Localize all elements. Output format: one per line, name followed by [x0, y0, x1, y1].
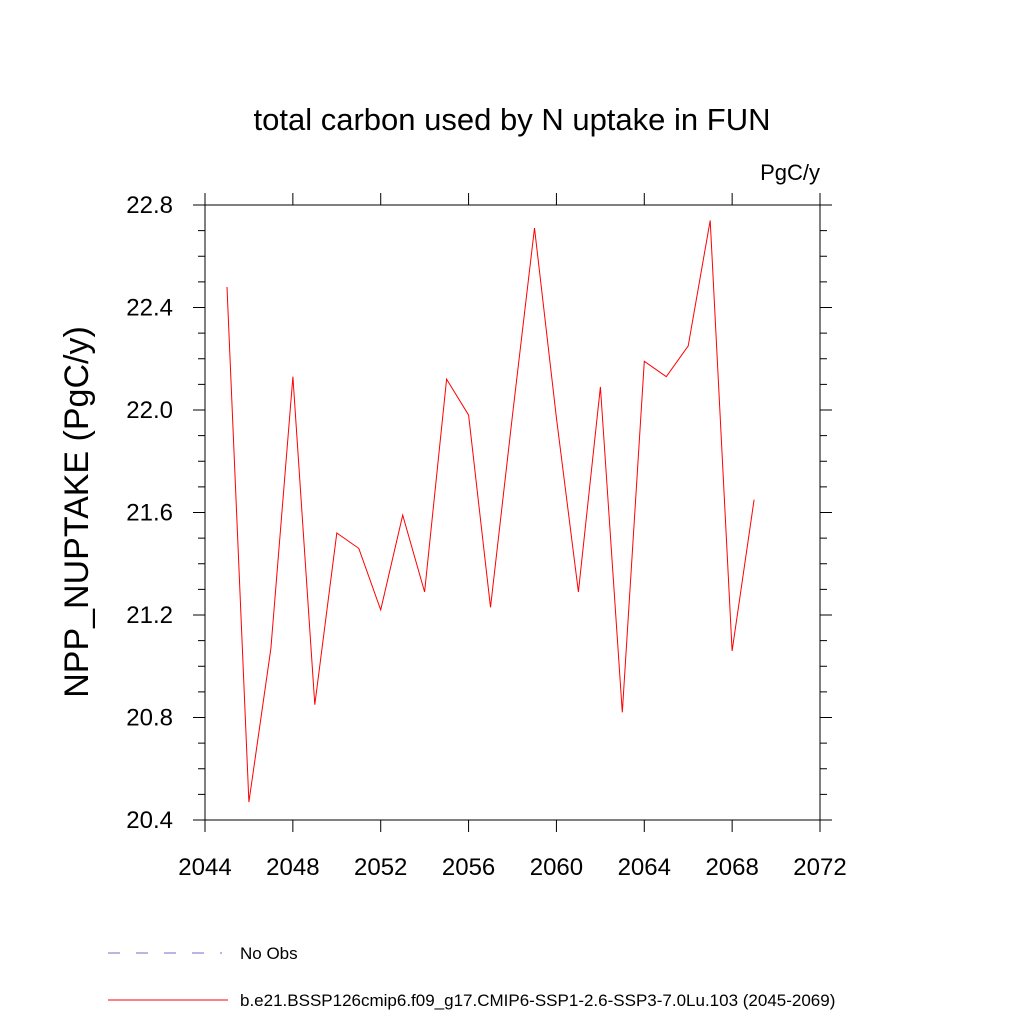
x-tick-label: 2068 [705, 854, 758, 881]
legend: No Obs b.e21.BSSP126cmip6.f09_g17.CMIP6-… [108, 944, 835, 1010]
x-tick-label: 2056 [442, 854, 495, 881]
legend-label-no-obs: No Obs [240, 944, 298, 963]
y-tick-label: 22.0 [126, 397, 173, 424]
y-tick-label: 20.4 [126, 807, 173, 834]
y-tick-label: 20.8 [126, 705, 173, 732]
y-axis-label: NPP_NUPTAKE (PgC/y) [58, 326, 96, 698]
units-label: PgC/y [760, 160, 820, 185]
series-line [226, 220, 755, 803]
y-tick-label: 22.4 [126, 295, 173, 322]
legend-label-series: b.e21.BSSP126cmip6.f09_g17.CMIP6-SSP1-2.… [240, 991, 835, 1010]
plot-frame [204, 204, 821, 821]
x-tick-label: 2072 [793, 854, 846, 881]
y-tick-label: 21.2 [126, 602, 173, 629]
x-tick-label: 2048 [266, 854, 319, 881]
y-tick-label: 21.6 [126, 500, 173, 527]
x-axis-ticks: 2044 2048 2052 2056 2060 2064 2068 2072 [178, 193, 847, 881]
chart-title: total carbon used by N uptake in FUN [254, 102, 771, 137]
x-tick-label: 2052 [354, 854, 407, 881]
y-axis-ticks: 20.4 20.8 21.2 21.6 22.0 22.4 22.8 [126, 192, 832, 834]
x-tick-label: 2064 [618, 854, 671, 881]
x-tick-label: 2060 [530, 854, 583, 881]
y-tick-label: 22.8 [126, 192, 173, 219]
series-lines [226, 220, 755, 803]
x-tick-label: 2044 [178, 854, 231, 881]
